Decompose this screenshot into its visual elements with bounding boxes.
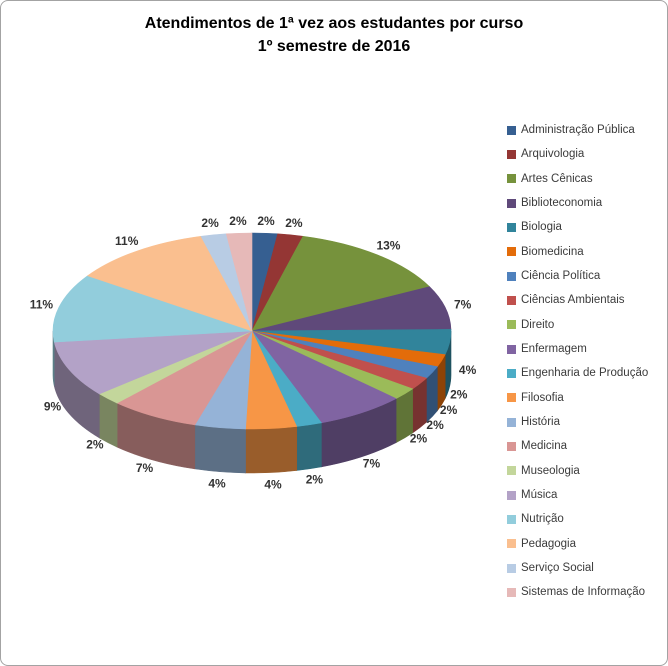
- percent-label: 4%: [459, 363, 477, 377]
- percent-label: 4%: [208, 476, 226, 490]
- legend-label: Filosofia: [521, 391, 564, 404]
- percent-label: 13%: [376, 238, 400, 252]
- legend-swatch: [507, 222, 516, 232]
- chart-title: Atendimentos de 1ª vez aos estudantes po…: [1, 12, 667, 58]
- percent-label: 2%: [201, 216, 219, 230]
- legend-swatch: [507, 271, 516, 281]
- percent-label: 2%: [450, 388, 468, 402]
- percent-label: 2%: [440, 403, 458, 417]
- legend-item: Museologia: [507, 459, 648, 483]
- pie-slice-wall: [245, 426, 298, 474]
- legend-swatch: [507, 441, 516, 451]
- pie-slice: [53, 330, 253, 395]
- percent-label: 2%: [410, 431, 428, 445]
- legend-item: Biblioteconomia: [507, 191, 648, 215]
- legend-swatch: [507, 417, 516, 427]
- legend-item: Ciências Ambientais: [507, 288, 648, 312]
- legend-swatch: [507, 587, 516, 597]
- legend-swatch: [507, 320, 516, 330]
- percent-label: 2%: [257, 214, 275, 228]
- pie-slice: [52, 275, 253, 343]
- legend-label: Administração Pública: [521, 124, 635, 137]
- percent-label: 2%: [229, 214, 247, 228]
- legend-item: Direito: [507, 313, 648, 337]
- legend-swatch: [507, 466, 516, 476]
- legend-label: Ciência Política: [521, 270, 601, 283]
- legend-swatch: [507, 344, 516, 354]
- legend-label: Nutrição: [521, 513, 564, 526]
- legend-item: Administração Pública: [507, 118, 648, 142]
- legend-item: Arquivologia: [507, 142, 648, 166]
- percent-label: 4%: [264, 477, 282, 491]
- legend-item: Música: [507, 483, 648, 507]
- pie-slice: [225, 232, 253, 332]
- legend-label: Enfermagem: [521, 343, 587, 356]
- legend-label: História: [521, 416, 560, 429]
- legend-label: Serviço Social: [521, 562, 594, 575]
- percent-label: 2%: [426, 418, 444, 432]
- pie-slice-wall: [194, 424, 246, 474]
- legend-item: Sistemas de Informação: [507, 580, 648, 604]
- legend-label: Pedagogia: [521, 537, 576, 550]
- legend-item: Pedagogia: [507, 532, 648, 556]
- legend-item: Serviço Social: [507, 556, 648, 580]
- percent-label: 9%: [44, 399, 62, 413]
- legend-label: Arquivologia: [521, 148, 585, 161]
- percent-label: 11%: [115, 234, 139, 248]
- legend-item: Medicina: [507, 434, 648, 458]
- legend-item: Biomedicina: [507, 240, 648, 264]
- legend-label: Biblioteconomia: [521, 197, 603, 210]
- legend-label: Ciências Ambientais: [521, 294, 625, 307]
- pie-slice: [251, 235, 431, 332]
- legend-item: Filosofia: [507, 386, 648, 410]
- chart-title-line2: 1º semestre de 2016: [257, 38, 411, 55]
- legend-item: Ciência Política: [507, 264, 648, 288]
- percent-label: 7%: [136, 461, 154, 475]
- legend-item: Nutrição: [507, 507, 648, 531]
- legend-swatch: [507, 563, 516, 573]
- percent-label: 2%: [306, 473, 324, 487]
- legend-swatch: [507, 125, 516, 135]
- legend-item: Biologia: [507, 215, 648, 239]
- legend-swatch: [507, 393, 516, 403]
- legend-item: História: [507, 410, 648, 434]
- percent-label: 7%: [454, 298, 472, 312]
- legend-item: Enfermagem: [507, 337, 648, 361]
- legend-label: Artes Cênicas: [521, 172, 593, 185]
- legend-label: Biomedicina: [521, 245, 584, 258]
- legend-swatch: [507, 539, 516, 549]
- legend-label: Museologia: [521, 464, 580, 477]
- legend-swatch: [507, 247, 516, 257]
- legend-swatch: [507, 514, 516, 524]
- legend-swatch: [507, 368, 516, 378]
- legend-item: Engenharia de Produção: [507, 361, 648, 385]
- legend-label: Sistemas de Informação: [521, 586, 646, 599]
- legend-swatch: [507, 295, 516, 305]
- legend: Administração Pública Arquivologia Artes C…: [507, 118, 648, 605]
- percent-label: 7%: [363, 457, 381, 471]
- legend-label: Medicina: [521, 440, 568, 453]
- legend-label: Direito: [521, 318, 555, 331]
- percent-label: 2%: [86, 438, 104, 452]
- percent-label: 2%: [285, 216, 303, 230]
- legend-swatch: [507, 490, 516, 500]
- pie-slice-wall: [296, 422, 322, 471]
- legend-label: Biologia: [521, 221, 562, 234]
- percent-label: 11%: [30, 298, 54, 312]
- legend-item: Artes Cênicas: [507, 167, 648, 191]
- legend-label: Engenharia de Produção: [521, 367, 649, 380]
- legend-label: Música: [521, 489, 558, 502]
- chart-title-line1: Atendimentos de 1ª vez aos estudantes po…: [144, 15, 524, 32]
- pie-slice: [87, 235, 253, 332]
- legend-swatch: [507, 174, 516, 184]
- legend-swatch: [507, 198, 516, 208]
- legend-swatch: [507, 149, 516, 159]
